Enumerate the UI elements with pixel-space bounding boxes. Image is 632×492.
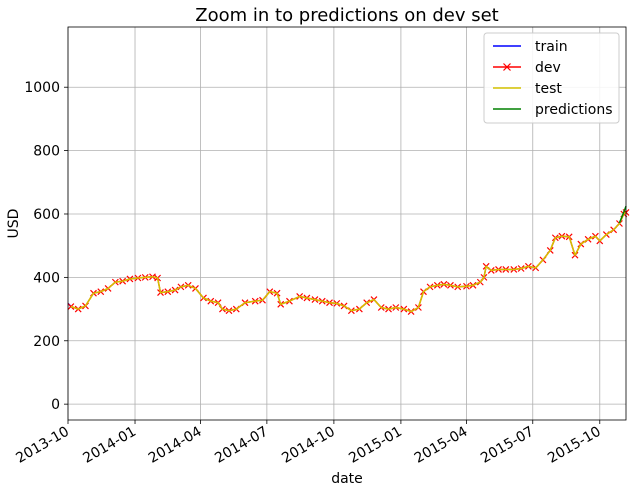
series-line-test xyxy=(70,211,627,313)
legend-item-dev: dev xyxy=(493,60,561,76)
y-tick-label: 600 xyxy=(33,207,60,223)
series-layer xyxy=(67,205,630,316)
legend-marker-x-icon xyxy=(503,63,511,71)
legend-label: predictions xyxy=(535,102,613,118)
y-tick-label: 400 xyxy=(33,270,60,286)
legend-box xyxy=(483,32,620,124)
series-test xyxy=(70,211,627,313)
y-axis-title: USD xyxy=(6,209,22,239)
legend: train dev test predictions xyxy=(483,32,620,124)
y-tick-label: 200 xyxy=(33,334,60,350)
chart-title: Zoom in to predictions on dev set xyxy=(195,5,498,26)
legend-item-predictions: predictions xyxy=(493,102,613,118)
legend-item-train: train xyxy=(493,39,568,55)
y-tick-label: 0 xyxy=(51,397,60,413)
y-tick-label: 800 xyxy=(33,144,60,160)
y-tick-label: 1000 xyxy=(24,80,60,96)
series-line-predictions xyxy=(618,205,627,224)
plot-frame xyxy=(67,26,627,421)
legend-label: test xyxy=(535,81,562,97)
legend-label: dev xyxy=(535,60,561,76)
x-axis-title: date xyxy=(331,471,363,487)
series-predictions xyxy=(618,205,627,224)
legend-item-test: test xyxy=(493,81,562,97)
legend-label: train xyxy=(535,39,568,55)
grid xyxy=(67,27,626,420)
